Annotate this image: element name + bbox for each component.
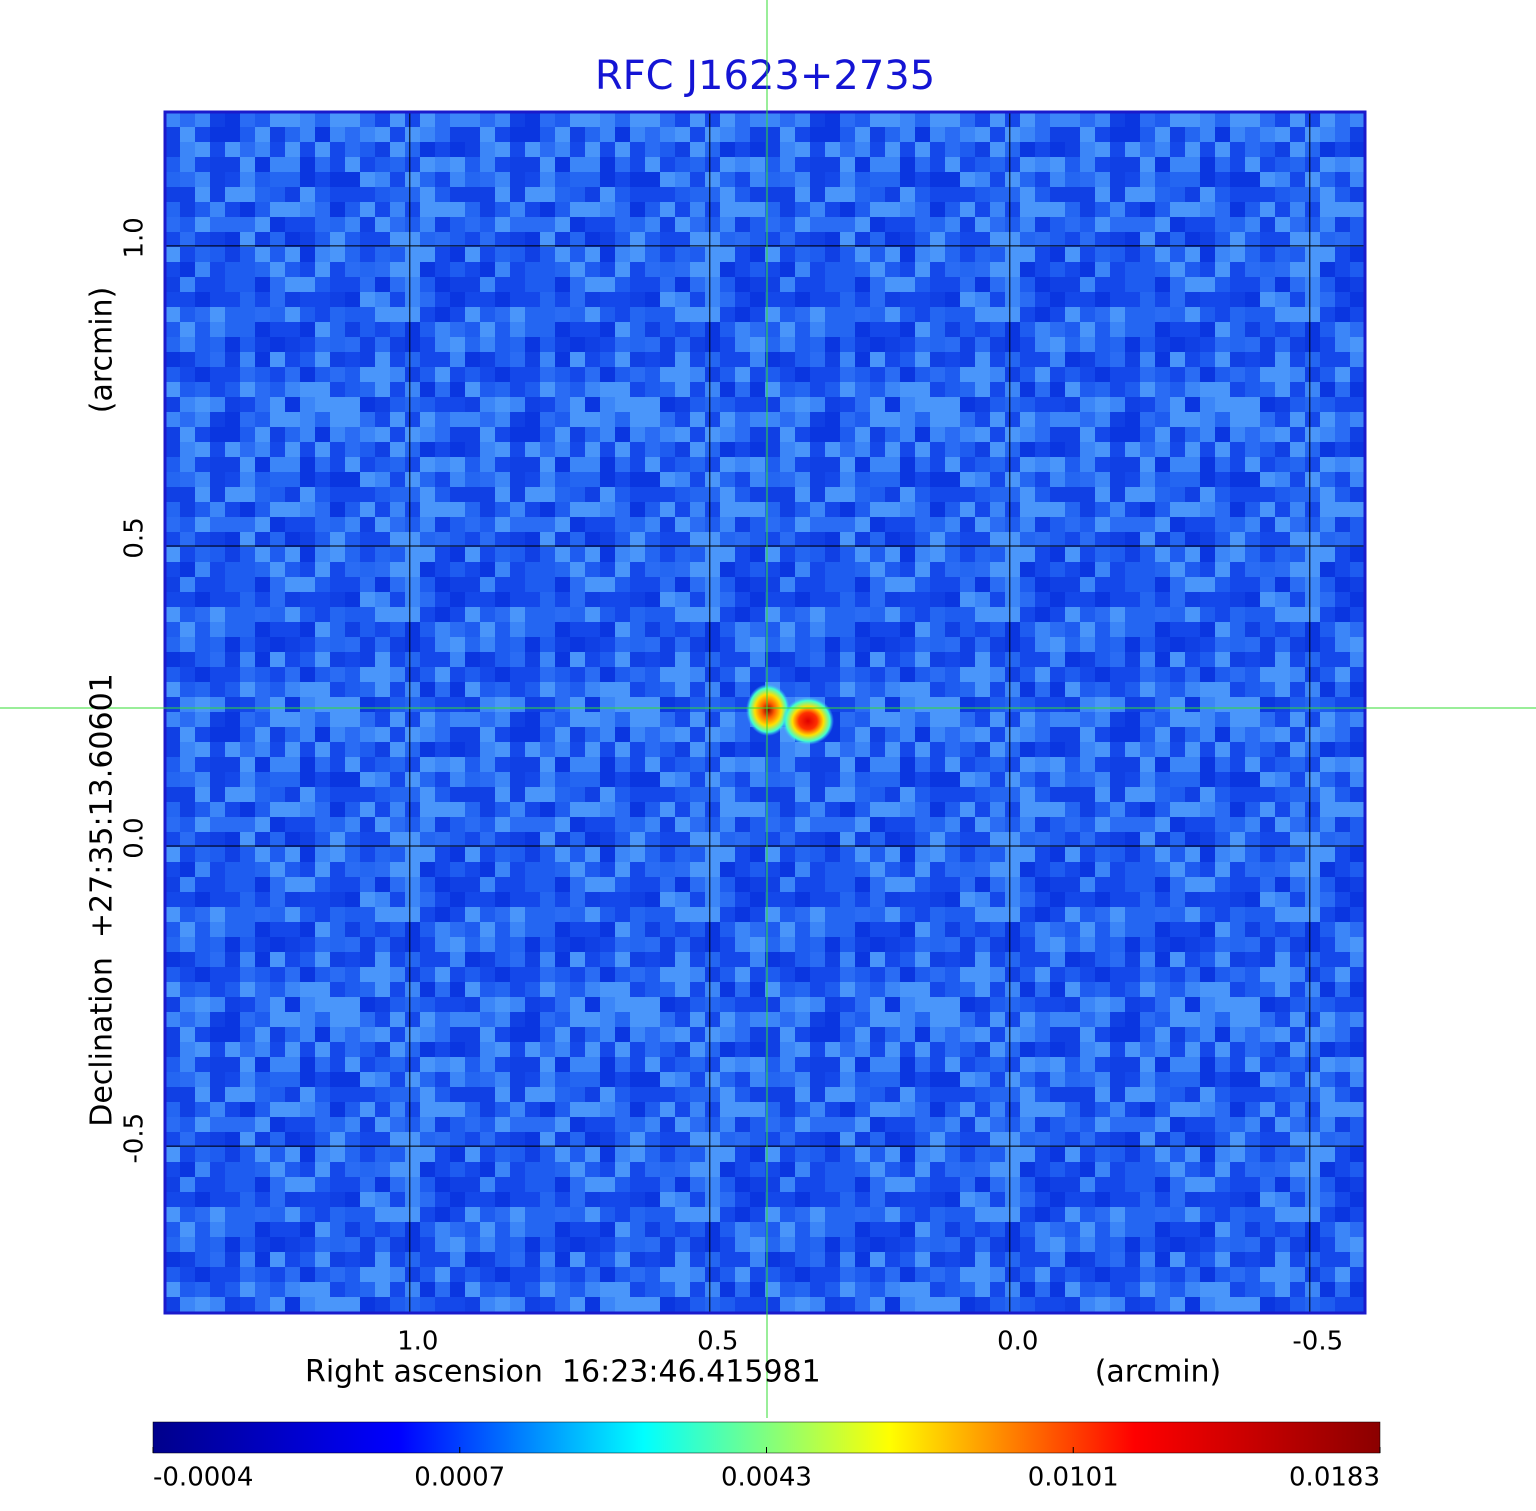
x-tick-label: 1.0: [397, 1327, 438, 1357]
x-tick-label: 0.5: [697, 1327, 738, 1357]
chart-title: RFC J1623+2735: [595, 53, 935, 99]
colorbar-tick-label: 0.0043: [721, 1463, 812, 1493]
colorbar-tick-label: 0.0007: [414, 1463, 505, 1493]
x-axis-unit: (arcmin): [1095, 1355, 1222, 1390]
y-tick-label: 0.5: [120, 517, 150, 558]
y-axis-label: Declination +27:35:13.60601: [85, 673, 120, 1127]
colorbar-tick-label: -0.0004: [153, 1463, 253, 1493]
source-component: [782, 697, 834, 745]
plot-frame: [163, 110, 1367, 1315]
y-axis-unit: (arcmin): [85, 287, 120, 414]
x-tick-label: -0.5: [1292, 1327, 1343, 1357]
x-tick-label: 0.0: [997, 1327, 1038, 1357]
y-tick-label: 0.0: [120, 817, 150, 858]
x-axis-label: Right ascension 16:23:46.415981: [305, 1355, 821, 1390]
y-tick-label: -0.5: [120, 1113, 150, 1164]
colorbar-tick-label: 0.0183: [1289, 1463, 1380, 1493]
source-component: [746, 684, 790, 736]
y-tick-label: 1.0: [120, 217, 150, 258]
colorbar-tick-label: 0.0101: [1028, 1463, 1119, 1493]
